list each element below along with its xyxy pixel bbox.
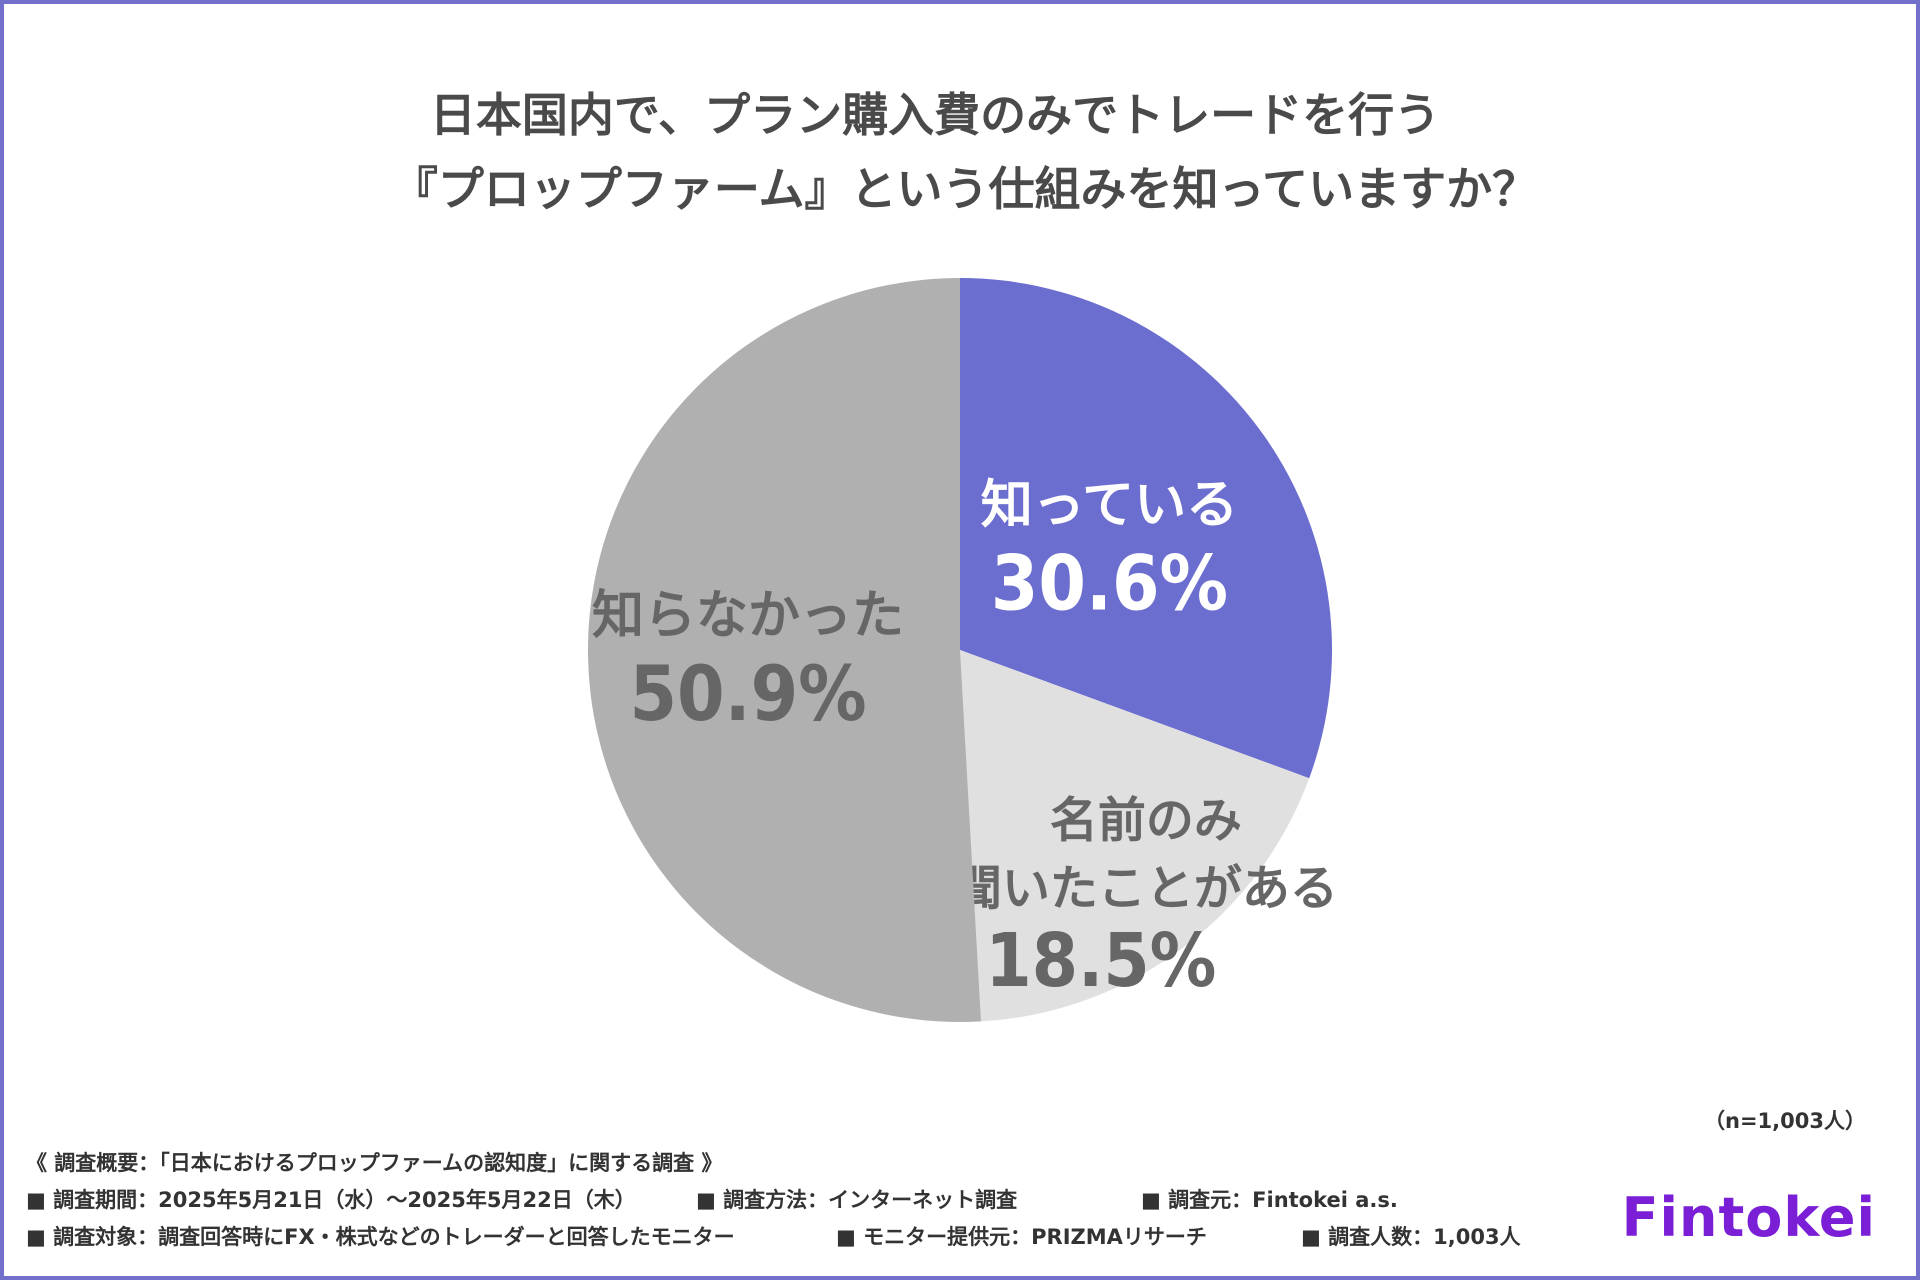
survey-summary: 《 調査概要：「日本におけるプロップファームの認知度」に関する調査 》 ■ 調査… <box>26 1145 1521 1256</box>
fintokei-logo: Fintokei <box>1621 1186 1876 1249</box>
survey-count: ■ 調査人数：1,003人 <box>1301 1225 1521 1249</box>
survey-period: ■ 調査期間：2025年5月21日（水）〜2025年5月22日（木） <box>26 1188 636 1212</box>
survey-target: ■ 調査対象：調査回答時にFX・株式などのトレーダーと回答したモニター <box>26 1225 735 1249</box>
slice-value-name-only: 18.5% <box>985 918 1216 1004</box>
survey-method: ■ 調査方法：インターネット調査 <box>696 1188 1018 1212</box>
slice-name-name-only: 名前のみ <box>1050 792 1242 848</box>
pie-slice-unknown <box>588 278 982 1022</box>
title-line-2: 『プロップファーム』という仕組みを知っていますか？ <box>391 162 1539 216</box>
pie-slice-known <box>960 278 1333 779</box>
slice-name-unknown: 知らなかった <box>592 586 904 646</box>
slice-name-name-only: 聞いたことがある <box>954 860 1338 916</box>
chart-title: 日本国内で、プラン購入費のみでトレードを行う 『プロップファーム』という仕組みを… <box>0 78 1920 226</box>
survey-provider: ■ モニター提供元：PRIZMAリサーチ <box>836 1225 1207 1249</box>
pie-slice-name-only <box>960 650 1310 1022</box>
survey-organizer: ■ 調査元：Fintokei a.s. <box>1141 1188 1398 1212</box>
survey-heading: 《 調査概要：「日本におけるプロップファームの認知度」に関する調査 》 <box>26 1151 723 1175</box>
slice-name-known: 知っている <box>981 476 1238 536</box>
title-line-1: 日本国内で、プラン購入費のみでトレードを行う <box>429 88 1441 142</box>
slice-value-unknown: 50.9% <box>629 649 866 738</box>
sample-size: （n=1,003人） <box>1704 1109 1866 1133</box>
slice-value-known: 30.6% <box>991 539 1228 628</box>
